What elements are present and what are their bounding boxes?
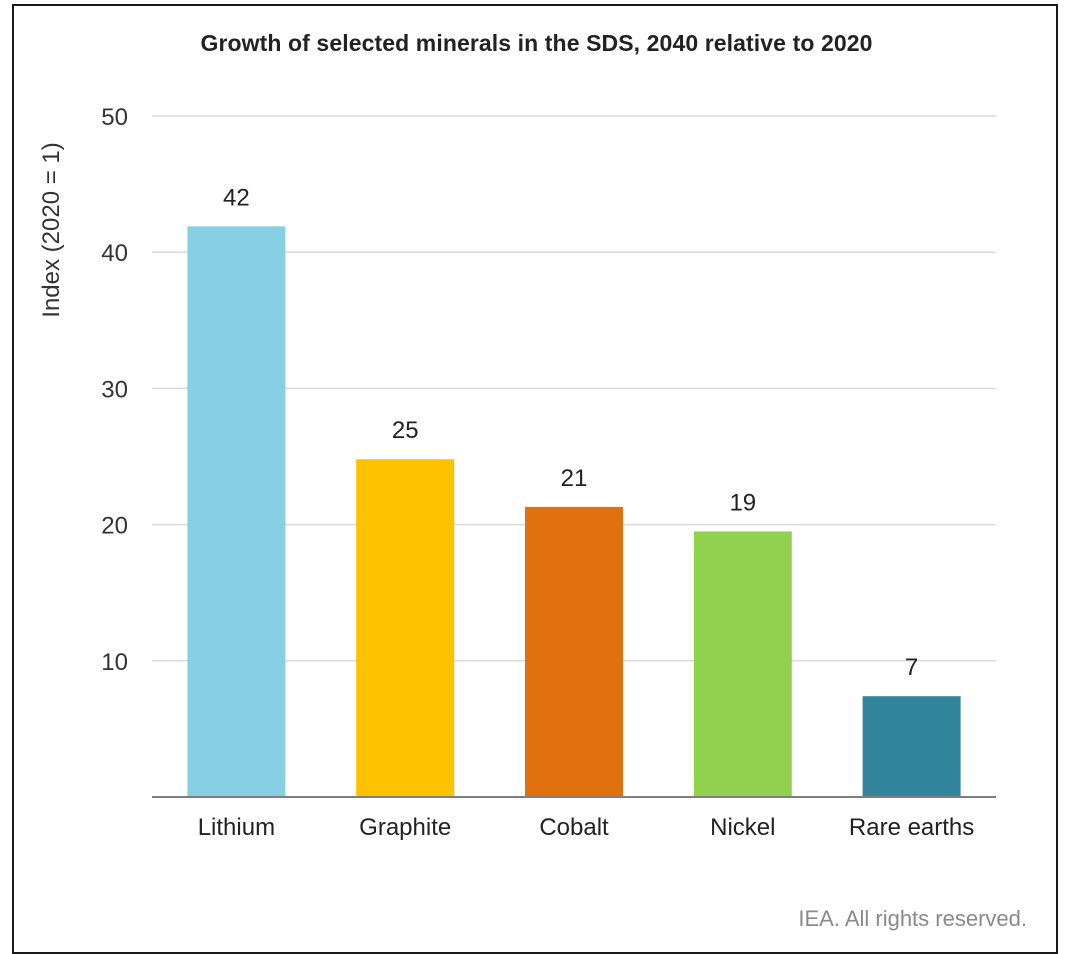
y-tick-labels: 10 20 30 40 50 <box>101 104 128 676</box>
credit-text: IEA. All rights reserved. <box>798 906 1027 931</box>
bar-rare-earths <box>862 696 961 797</box>
x-tick-label: Cobalt <box>539 814 609 841</box>
bar-lithium <box>187 226 286 797</box>
bar-graphite <box>356 459 455 797</box>
data-label: 42 <box>223 184 250 211</box>
chart-title: Growth of selected minerals in the SDS, … <box>200 30 873 56</box>
data-label: 19 <box>729 489 756 516</box>
bar-cobalt <box>525 506 623 797</box>
data-label: 25 <box>392 417 419 444</box>
bars <box>187 226 961 797</box>
y-tick-label: 20 <box>101 513 128 540</box>
data-label: 21 <box>561 465 588 492</box>
y-tick-label: 50 <box>101 104 128 131</box>
x-tick-label: Nickel <box>710 814 775 841</box>
y-tick-label: 30 <box>101 376 128 403</box>
x-tick-label: Rare earths <box>849 814 974 841</box>
bar-nickel <box>693 531 792 797</box>
y-tick-label: 40 <box>101 240 128 267</box>
data-labels: 42 25 21 19 7 <box>223 184 918 681</box>
data-label: 7 <box>905 654 918 681</box>
y-axis-label: Index (2020 = 1) <box>38 142 65 317</box>
x-tick-label: Graphite <box>359 814 451 841</box>
x-tick-labels: Lithium Graphite Cobalt Nickel Rare earths <box>198 814 975 841</box>
y-tick-label: 10 <box>101 649 128 676</box>
x-tick-label: Lithium <box>198 814 275 841</box>
